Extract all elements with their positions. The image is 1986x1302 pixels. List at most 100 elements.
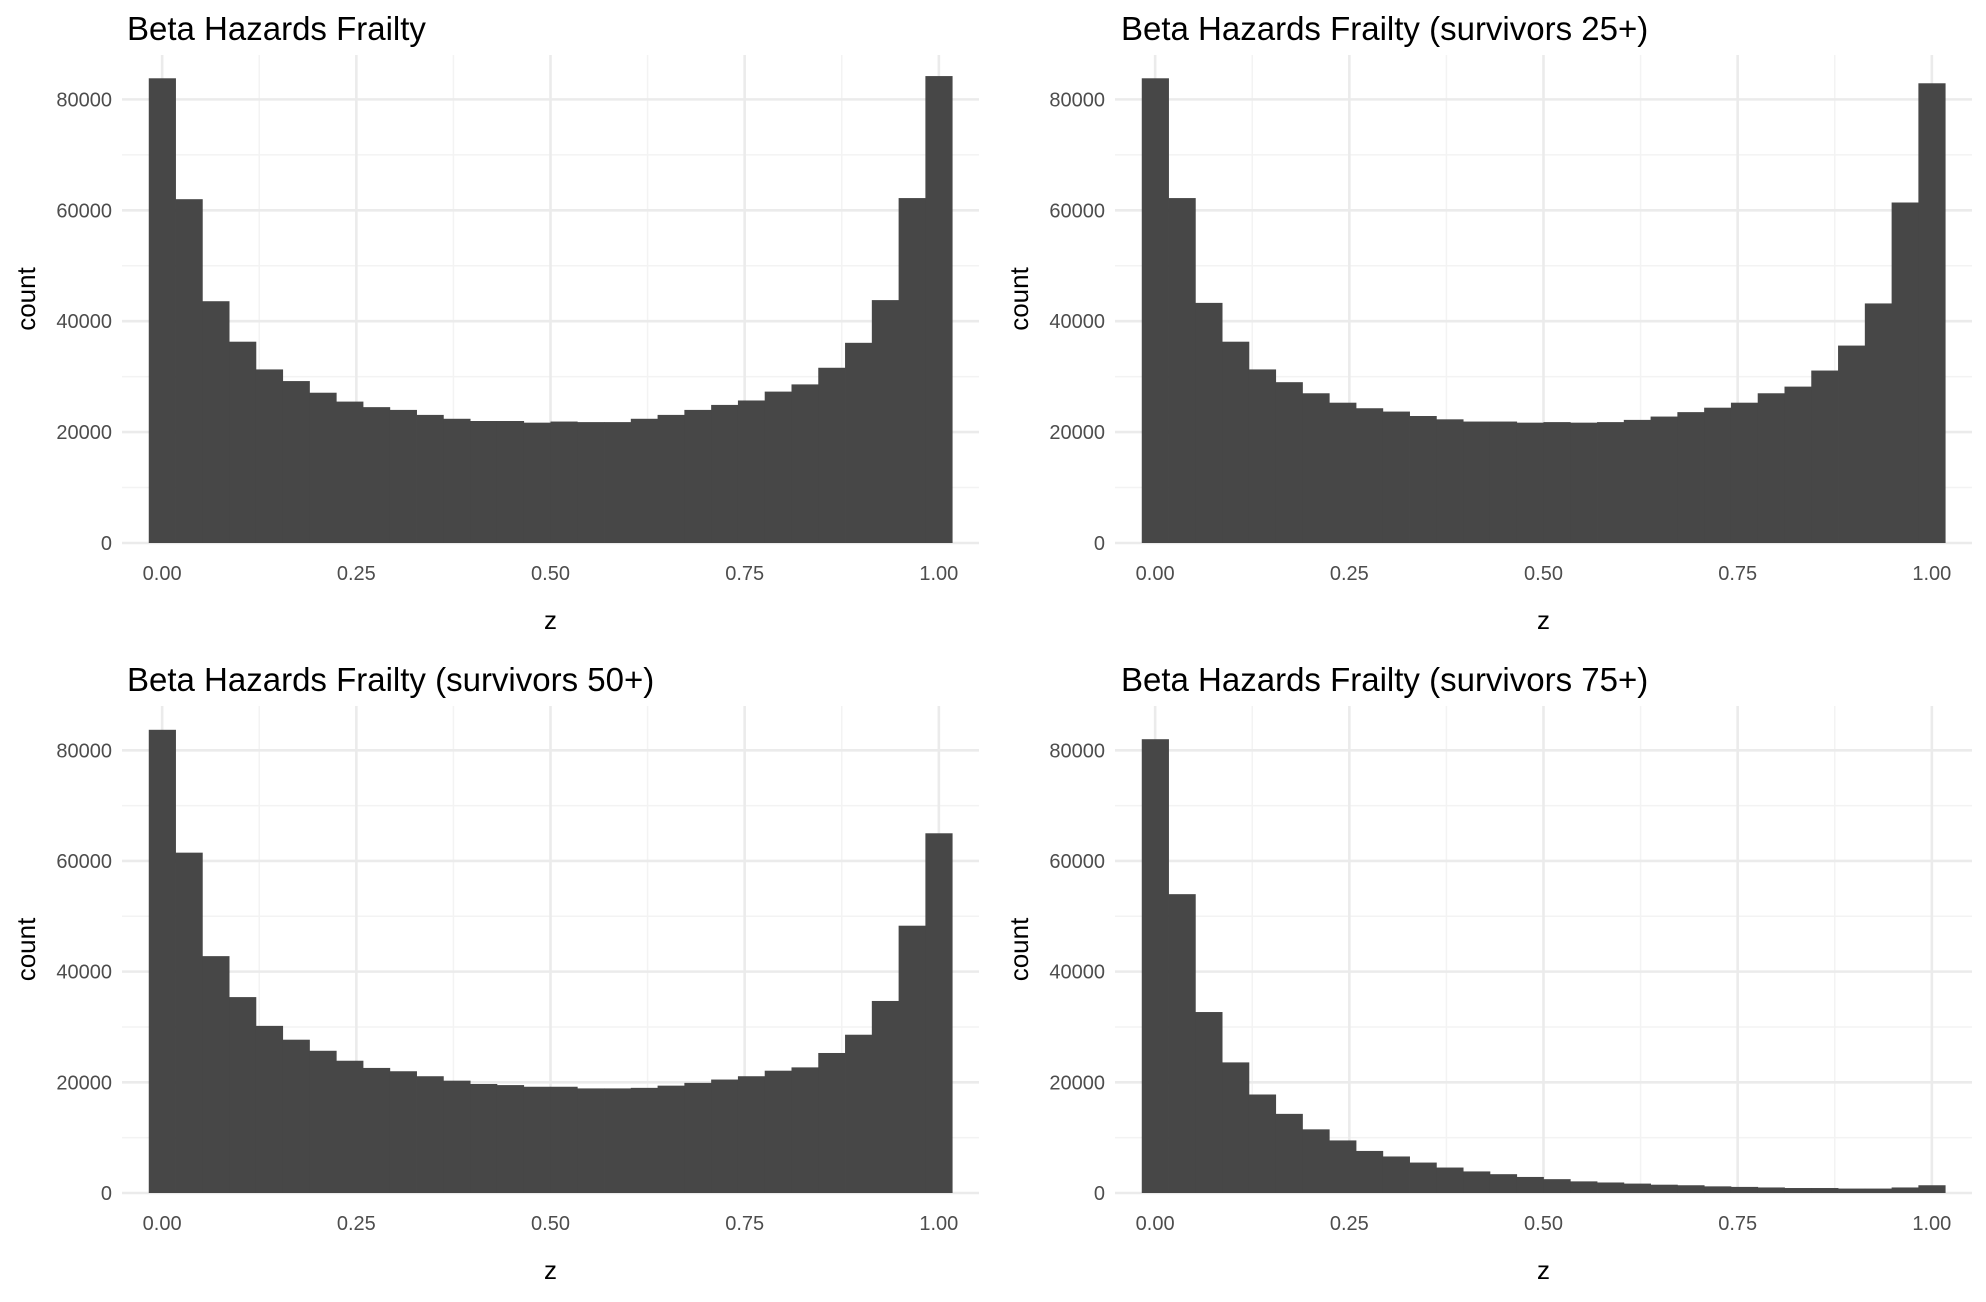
histogram-bar <box>1730 402 1759 543</box>
histogram-bar <box>496 1085 525 1193</box>
histogram-bar <box>363 1067 391 1193</box>
y-axis-title: count <box>11 917 41 981</box>
histogram-bar <box>1730 1186 1759 1193</box>
histogram-bar <box>309 392 337 543</box>
histogram-bar <box>1275 382 1303 543</box>
histogram-bar <box>470 1083 498 1193</box>
histogram-bar <box>255 1025 284 1193</box>
y-tick-label: 60000 <box>1049 851 1105 873</box>
histogram-bar <box>1516 422 1544 543</box>
histogram-bar <box>1784 386 1812 543</box>
y-tick-label: 60000 <box>1049 200 1105 222</box>
histogram-bar <box>1329 1140 1357 1193</box>
y-axis-title: count <box>1004 266 1034 330</box>
y-tick-label: 40000 <box>56 311 112 333</box>
histogram-bar <box>1704 1186 1732 1193</box>
histogram-bar <box>845 1034 873 1193</box>
histogram-bar <box>1489 1174 1518 1193</box>
histogram-bar <box>1436 419 1464 543</box>
histogram-bar <box>1302 1129 1330 1193</box>
histogram-bar <box>1811 370 1839 543</box>
x-tick-label: 1.00 <box>919 563 958 585</box>
histogram-bar <box>496 421 525 543</box>
histogram-bar <box>1436 1167 1464 1193</box>
x-tick-label: 1.00 <box>1912 563 1951 585</box>
x-tick-label: 0.25 <box>1330 563 1369 585</box>
histogram-bar <box>898 198 926 543</box>
histogram-bar <box>1356 408 1384 543</box>
panel-title: Beta Hazards Frailty (survivors 75+) <box>1121 661 1648 698</box>
x-axis-title: z <box>1537 605 1550 635</box>
histogram-bar <box>1195 302 1223 543</box>
histogram-bar <box>818 367 846 543</box>
histogram-bar <box>657 414 685 543</box>
histogram-bar <box>1516 1176 1544 1193</box>
histogram-bar <box>657 1085 685 1193</box>
histogram-bar <box>630 418 658 543</box>
x-tick-label: 0.75 <box>1718 563 1757 585</box>
histogram-bar <box>1168 198 1196 543</box>
histogram-bar <box>898 925 926 1193</box>
histogram-bar <box>764 1070 792 1193</box>
histogram-bar <box>577 422 605 543</box>
histogram-bar <box>791 1067 819 1193</box>
y-tick-label: 0 <box>101 533 112 555</box>
x-tick-label: 0.00 <box>1136 563 1175 585</box>
histogram-bar <box>389 409 417 543</box>
histogram-bar <box>416 414 444 543</box>
histogram-bar <box>1811 1188 1839 1193</box>
histogram-bar <box>443 418 471 543</box>
x-tick-label: 1.00 <box>919 1213 958 1235</box>
x-tick-label: 0.50 <box>1524 1213 1563 1235</box>
histogram-bar <box>1838 345 1866 543</box>
histogram-bar <box>1784 1188 1812 1193</box>
x-tick-label: 0.00 <box>143 563 182 585</box>
x-axis-title: z <box>544 605 557 635</box>
histogram-bar <box>1409 1162 1437 1193</box>
histogram-bar <box>1275 1113 1303 1193</box>
histogram-bar <box>148 729 176 1193</box>
histogram-bar <box>336 1060 364 1193</box>
y-tick-label: 0 <box>1094 533 1105 555</box>
y-tick-label: 0 <box>101 1183 112 1205</box>
y-tick-label: 0 <box>1094 1183 1105 1205</box>
histogram-bar <box>925 833 953 1193</box>
histogram-bar <box>1409 416 1437 543</box>
panel-top-right: 0 20000 40000 60000 80000 0.00 0.25 0.50 0.75 1.0… <box>1004 10 1972 635</box>
x-tick-label: 0.50 <box>531 1213 570 1235</box>
histogram-bar <box>229 997 257 1193</box>
x-tick-label: 0.00 <box>1136 1213 1175 1235</box>
histogram-bar <box>1248 1094 1277 1193</box>
panel-title: Beta Hazards Frailty <box>127 10 426 47</box>
histogram-bar <box>1356 1150 1384 1193</box>
histogram-bar <box>282 1039 310 1193</box>
histogram-bar <box>684 409 712 543</box>
x-tick-label: 0.75 <box>725 1213 764 1235</box>
histogram-bar <box>1677 1185 1705 1193</box>
histogram-bar <box>1650 1184 1678 1193</box>
panel-title: Beta Hazards Frailty (survivors 25+) <box>1121 10 1648 47</box>
x-tick-label: 0.25 <box>1330 1213 1369 1235</box>
histogram-bar <box>202 301 230 543</box>
histogram-bar <box>1222 341 1250 543</box>
histogram-bar <box>1382 1156 1410 1193</box>
histogram-bar <box>523 422 551 543</box>
y-axis-title: count <box>1004 917 1034 981</box>
histogram-bar <box>1222 1062 1250 1193</box>
histogram-bar <box>1597 1182 1625 1193</box>
y-tick-label: 40000 <box>1049 962 1105 984</box>
histogram-bar <box>202 956 230 1193</box>
histogram-bar <box>1891 202 1919 543</box>
x-tick-label: 0.75 <box>1718 1213 1757 1235</box>
y-tick-label: 20000 <box>1049 422 1105 444</box>
histogram-bar <box>1623 419 1651 543</box>
histogram-bar <box>871 300 900 543</box>
y-tick-label: 40000 <box>1049 311 1105 333</box>
panel-top-left: 0 20000 40000 60000 80000 0.00 0.25 0.50 0.75 1.0… <box>11 10 979 635</box>
histogram-bar <box>1570 422 1598 543</box>
panel-title: Beta Hazards Frailty (survivors 50+) <box>127 661 654 698</box>
x-tick-label: 0.50 <box>1524 563 1563 585</box>
histogram-bar <box>1248 369 1277 543</box>
histogram-bar <box>336 401 364 543</box>
histogram-bar <box>1543 1179 1571 1193</box>
